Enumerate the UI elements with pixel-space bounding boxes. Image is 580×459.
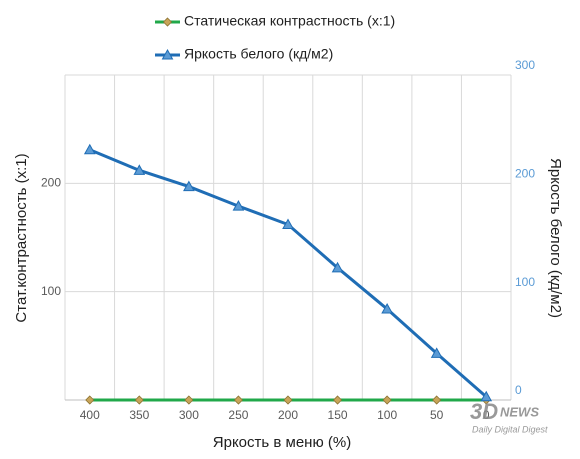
y2-tick-label: 300 <box>515 58 535 72</box>
x-tick-label: 300 <box>179 408 199 422</box>
legend-marker <box>161 48 174 60</box>
point <box>233 395 244 405</box>
point <box>480 390 493 402</box>
x-tick-label: 250 <box>228 408 248 422</box>
y2-tick-label: 200 <box>515 167 535 181</box>
x-tick-label: 150 <box>328 408 348 422</box>
x-tick-label: 50 <box>430 408 444 422</box>
point <box>430 347 443 358</box>
point <box>381 302 393 314</box>
point <box>282 218 294 229</box>
x-tick-label: 0 <box>483 408 490 422</box>
x-tick-label: 200 <box>278 408 298 422</box>
legend-label: Статическая контрастность (x:1) <box>184 13 395 29</box>
point <box>232 200 245 211</box>
point <box>83 143 96 155</box>
x-tick-label: 350 <box>129 408 149 422</box>
point <box>133 164 146 175</box>
x-axis-title: Яркость в меню (%) <box>213 434 351 451</box>
point <box>134 395 144 405</box>
point <box>331 261 344 273</box>
point <box>382 395 392 405</box>
point <box>283 395 293 405</box>
watermark-tagline: Daily Digital Digest <box>472 424 548 434</box>
x-tick-label: 400 <box>80 408 100 422</box>
x-tick-label: 100 <box>377 408 397 422</box>
point <box>432 395 442 405</box>
y-tick-label: 100 <box>41 284 61 298</box>
y2-axis-title: Яркость белого (кд/м2) <box>547 158 564 318</box>
watermark-logo: 3D <box>470 399 498 424</box>
watermark: 3D NEWS Daily Digital Digest <box>470 399 548 435</box>
y2-tick-label: 0 <box>515 383 522 397</box>
y-axis-title: Стат.контрастность (x:1) <box>13 153 30 322</box>
y2-tick-label: 100 <box>515 275 535 289</box>
point <box>332 395 343 405</box>
legend-label: Яркость белого (кд/м2) <box>184 46 333 62</box>
watermark-logo: NEWS <box>500 404 539 419</box>
point <box>184 395 194 405</box>
legend-marker <box>162 17 173 27</box>
point <box>183 180 195 192</box>
series-line <box>89 148 488 398</box>
y-tick-label: 200 <box>41 176 61 190</box>
point <box>85 395 95 405</box>
